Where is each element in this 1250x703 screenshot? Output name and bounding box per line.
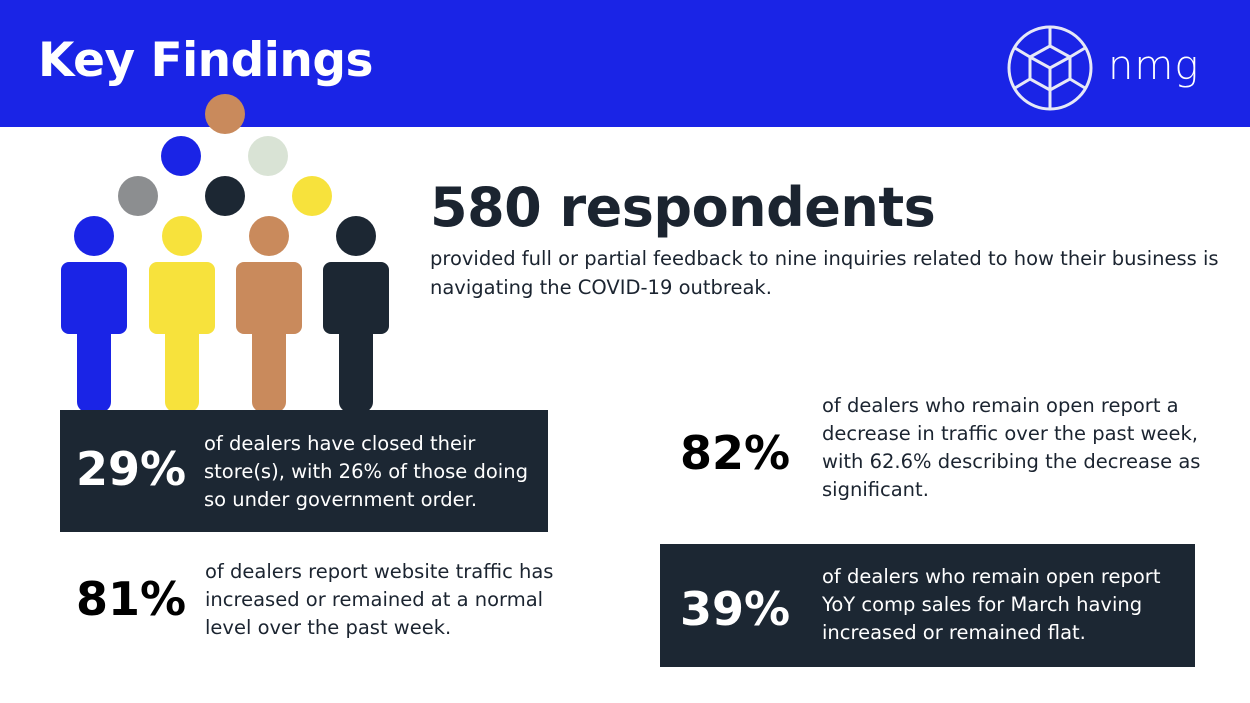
dot-yellow xyxy=(292,176,332,216)
page-title: Key Findings xyxy=(38,33,373,88)
stat-text: of dealers who remain open report YoY co… xyxy=(822,565,1161,644)
nmg-logo-icon xyxy=(1007,25,1093,111)
dot-copper xyxy=(205,94,245,134)
dot-grey xyxy=(118,176,158,216)
stat-panel-closed-stores xyxy=(60,410,548,532)
dot-sage xyxy=(248,136,288,176)
respondents-description: provided full or partial feedback to nin… xyxy=(430,247,1219,299)
dot-navy xyxy=(205,176,245,216)
stat-value: 29% xyxy=(76,442,187,496)
stat-panel-comp-sales xyxy=(660,544,1195,667)
header-banner: Key Findings nmg xyxy=(0,0,1250,127)
logo-text: nmg xyxy=(1108,43,1200,89)
stat-value: 81% xyxy=(76,572,187,626)
stat-value: 39% xyxy=(680,582,791,636)
stat-text: of dealers who remain open report a decr… xyxy=(822,394,1201,501)
stat-value: 82% xyxy=(680,426,791,480)
stat-text: of dealers report website traffic has in… xyxy=(205,560,554,639)
dot-blue xyxy=(161,136,201,176)
stat-text: of dealers have closed their store(s), w… xyxy=(204,432,528,511)
respondents-headline: 580 respondents xyxy=(430,176,936,239)
